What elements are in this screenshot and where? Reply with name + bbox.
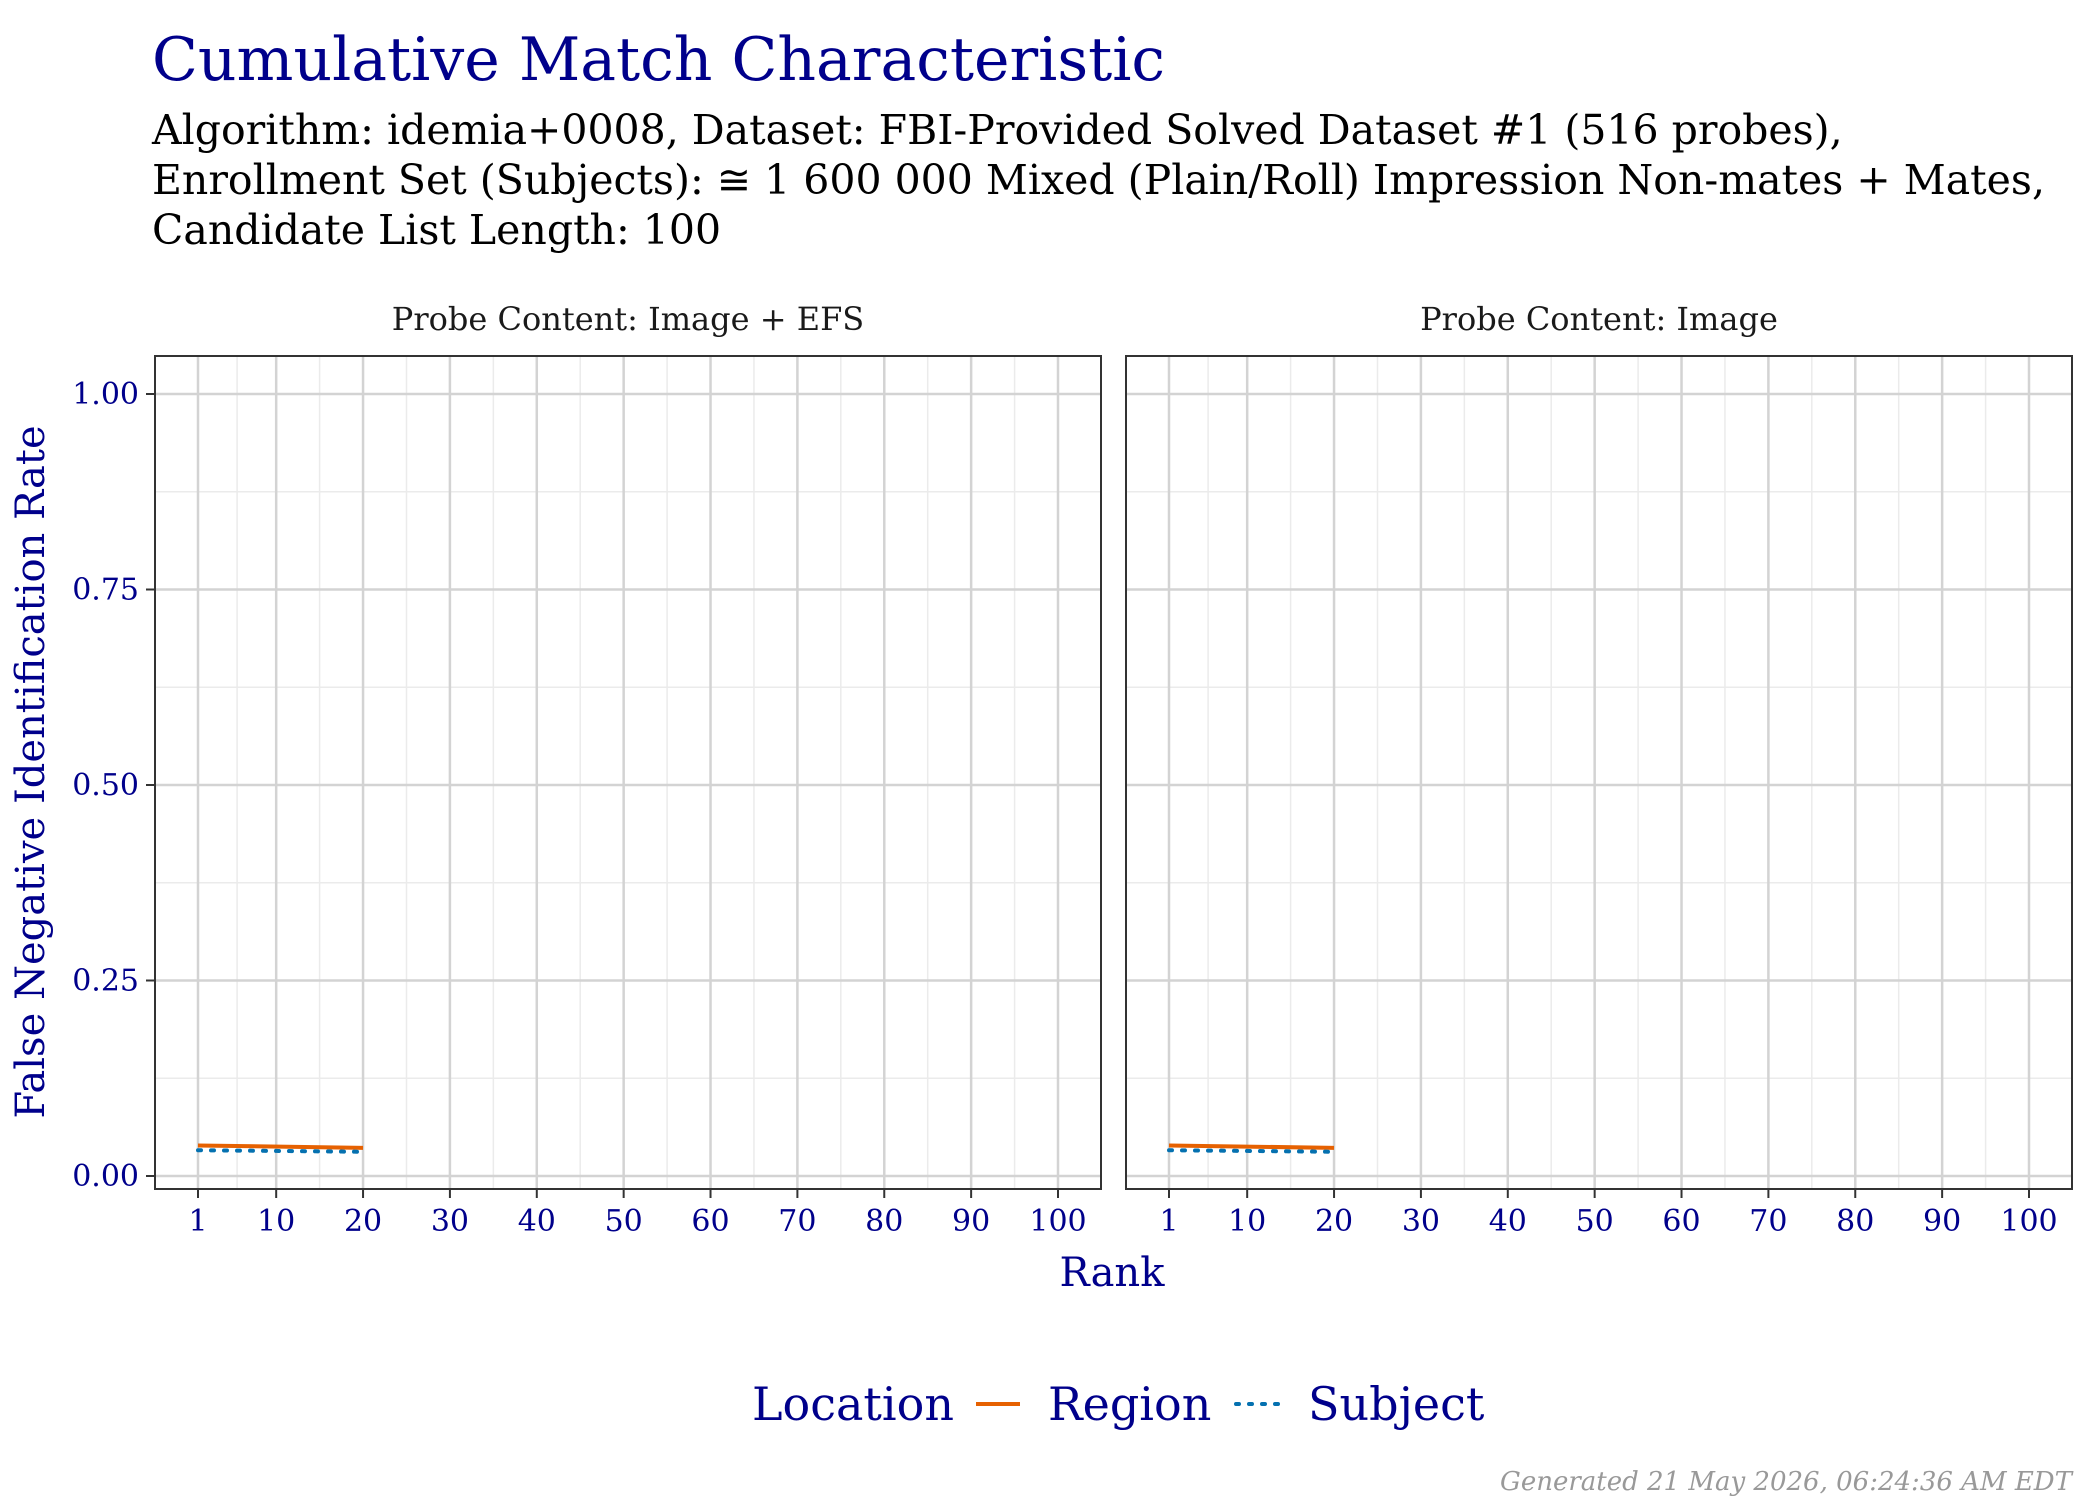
series-line-subject [1167, 1148, 1337, 1154]
panel-border [1125, 355, 2073, 1190]
x-tick-label: 60 [1662, 1204, 1700, 1239]
x-tick-label: 70 [778, 1204, 816, 1239]
x-tick-label: 1 [188, 1204, 207, 1239]
legend-label-region: Region [1048, 1377, 1211, 1431]
x-tick-label: 90 [952, 1204, 990, 1239]
legend: Location Region Subject [752, 1377, 1485, 1431]
panel-background [155, 356, 1101, 1189]
x-tick-label: 40 [1489, 1204, 1527, 1239]
x-tick-label: 80 [1836, 1204, 1874, 1239]
x-tick-label: 50 [605, 1204, 643, 1239]
chart-subtitle-line-3: Candidate List Length: 100 [152, 206, 721, 254]
chart-subtitle-line-1: Algorithm: idemia+0008, Dataset: FBI-Pro… [151, 106, 1843, 154]
legend-label-subject: Subject [1308, 1377, 1485, 1431]
y-tick-label: 0.00 [72, 1159, 139, 1194]
x-tick-label: 90 [1923, 1204, 1961, 1239]
x-tick-label: 1 [1159, 1204, 1178, 1239]
x-tick-label: 10 [1228, 1204, 1266, 1239]
y-axis-title: False Negative Identification Rate [8, 425, 54, 1118]
panel-border [154, 355, 1102, 1190]
x-tick-label: 100 [2000, 1204, 2057, 1239]
facet-panels: Probe Content: Image + EFS 1 10 20 30 40 50 60 7… [72, 300, 2073, 1239]
series-line-region [197, 1143, 364, 1150]
facet-panel-2: Probe Content: Image 1 10 20 30 40 50 60 70 80 90 1… [1125, 300, 2073, 1239]
chart-subtitle-line-2: Enrollment Set (Subjects): ≅ 1 600 000 M… [152, 156, 2045, 204]
chart-title: Cumulative Match Characteristic [152, 25, 1165, 95]
y-tick-label: 0.25 [72, 964, 139, 999]
x-tick-label: 50 [1576, 1204, 1614, 1239]
facet-strip-label: Probe Content: Image + EFS [392, 300, 864, 338]
x-tick-label: 100 [1029, 1204, 1086, 1239]
x-tick-label: 30 [1402, 1204, 1440, 1239]
generated-caption: Generated 21 May 2026, 06:24:36 AM EDT [1500, 1467, 2074, 1497]
x-tick-label: 20 [1315, 1204, 1353, 1239]
series-line-region [1168, 1143, 1335, 1150]
legend-title: Location [752, 1377, 954, 1431]
x-tick-label: 70 [1749, 1204, 1787, 1239]
x-tick-label: 40 [518, 1204, 556, 1239]
series-line-subject [196, 1148, 366, 1154]
x-tick-label: 30 [431, 1204, 469, 1239]
y-tick-label: 1.00 [72, 377, 139, 412]
panel-background [1126, 356, 2072, 1189]
x-tick-label: 10 [257, 1204, 295, 1239]
facet-strip-label: Probe Content: Image [1420, 300, 1778, 338]
x-axis-title: Rank [1060, 1250, 1166, 1296]
x-tick-label: 20 [344, 1204, 382, 1239]
y-tick-label: 0.50 [72, 768, 139, 803]
x-tick-label: 60 [691, 1204, 729, 1239]
y-tick-label: 0.75 [72, 573, 139, 608]
facet-panel-1: Probe Content: Image + EFS 1 10 20 30 40 50 60 7… [72, 300, 1102, 1239]
x-tick-label: 80 [865, 1204, 903, 1239]
